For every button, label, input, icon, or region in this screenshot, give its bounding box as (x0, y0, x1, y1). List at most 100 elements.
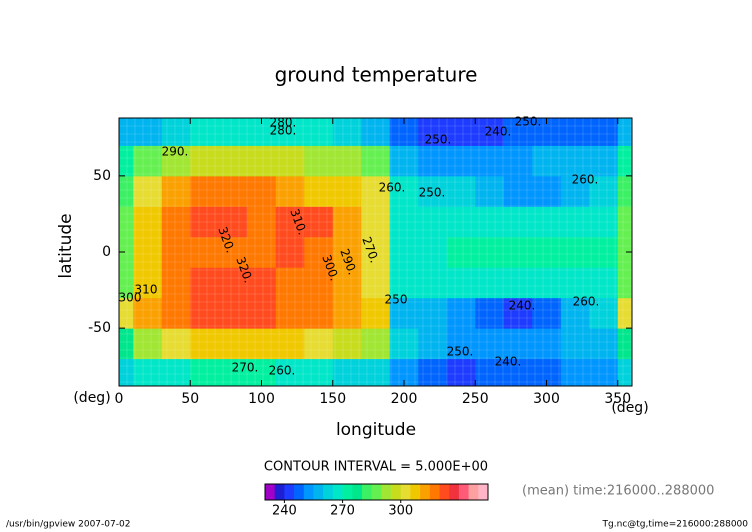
contour-label: 260. (572, 173, 599, 187)
field-cell (161, 206, 191, 238)
field-cell (133, 358, 163, 386)
field-cell (332, 328, 362, 360)
field-cell (503, 236, 533, 268)
field-cell (532, 328, 562, 360)
field-cell (304, 297, 334, 329)
colorbar-tick-label: 270 (330, 504, 355, 519)
field-cell (332, 118, 362, 146)
field-cell (361, 118, 391, 146)
time-note: (mean) time:216000..288000 (522, 484, 714, 499)
colorbar-cell (439, 484, 450, 500)
field-cell (589, 236, 619, 268)
colorbar-cell (361, 484, 372, 500)
x-unit: (deg) (611, 400, 648, 416)
field-cell (475, 206, 505, 238)
field-cell (475, 118, 505, 146)
colorbar-cell (332, 484, 343, 500)
y-tick-label: -50 (88, 320, 111, 336)
field-cell (503, 206, 533, 238)
field-cell (560, 328, 590, 360)
field-cell (190, 206, 220, 238)
contour-label: 280. (270, 116, 297, 130)
colorbar-tick-label: 240 (272, 504, 297, 519)
field-cell (190, 236, 220, 268)
field-cell (361, 145, 391, 177)
field-cell (617, 236, 632, 268)
colorbar-cell (265, 484, 275, 500)
colorbar-cell (410, 484, 421, 500)
x-axis-label: longitude (336, 420, 416, 440)
field-cell (361, 328, 391, 360)
field-cell (532, 175, 562, 207)
field-cell (247, 328, 277, 360)
field-cell (617, 267, 632, 299)
field-cell (418, 236, 448, 268)
contour-label: 280. (270, 124, 297, 138)
contour-label: 250 (385, 293, 408, 307)
contour-label: 290. (162, 145, 189, 159)
field (119, 118, 632, 386)
field-cell (275, 175, 305, 207)
field-cell (389, 175, 419, 207)
colorbar-cell (371, 484, 382, 500)
colorbar-cell (381, 484, 392, 500)
contour-label: 240. (495, 355, 522, 369)
field-cell (332, 236, 362, 268)
field-cell (475, 175, 505, 207)
field-cell (361, 236, 391, 268)
field-cell (418, 267, 448, 299)
field-cell (589, 267, 619, 299)
field-cell (446, 328, 476, 360)
field-cell (190, 328, 220, 360)
field-cell (446, 267, 476, 299)
field-cell (247, 206, 277, 238)
colorbar-cell (313, 484, 324, 500)
field-cell (161, 236, 191, 268)
field-cell (119, 267, 134, 299)
footer-left: /usr/bin/gpview 2007-07-02 (6, 520, 130, 530)
colorbar-cell (458, 484, 469, 500)
field-cell (389, 328, 419, 360)
field-cell (218, 118, 248, 146)
colorbar-cell (391, 484, 402, 500)
field-cell (446, 145, 476, 177)
field-cell (304, 145, 334, 177)
field-cell (275, 118, 305, 146)
contour-label: 250. (425, 133, 452, 147)
colorbar-cell (303, 484, 314, 500)
field-cell (560, 236, 590, 268)
field-cell (503, 328, 533, 360)
x-tick-label: 350 (604, 391, 631, 407)
field-cell (446, 206, 476, 238)
field-cell (275, 236, 305, 268)
x-tick-label: 150 (319, 391, 346, 407)
colorbar-cell (284, 484, 295, 500)
field-cell (275, 145, 305, 177)
field-cell (119, 236, 134, 268)
field-cell (589, 118, 619, 146)
field-cell (361, 297, 391, 329)
field-cell (560, 206, 590, 238)
field-cell (133, 145, 163, 177)
contour-label: 240. (509, 299, 536, 313)
field-cell (532, 145, 562, 177)
x-tick-label: 300 (533, 391, 560, 407)
chart-title: ground temperature (275, 63, 478, 87)
field-cell (532, 267, 562, 299)
field-cell (617, 175, 632, 207)
field-cell (389, 297, 419, 329)
field-cell (332, 175, 362, 207)
colorbar-cell (429, 484, 440, 500)
field-cell (503, 297, 533, 329)
contour-label: 250. (419, 186, 446, 200)
field-cell (275, 267, 305, 299)
colorbar-cell (449, 484, 460, 500)
x-tick-label: 250 (462, 391, 489, 407)
field-cell (133, 206, 163, 238)
field-cell (119, 118, 134, 146)
x-tick-label: 50 (181, 391, 199, 407)
contour-label: 250. (447, 345, 474, 359)
field-cell (247, 236, 277, 268)
field-cell (446, 297, 476, 329)
